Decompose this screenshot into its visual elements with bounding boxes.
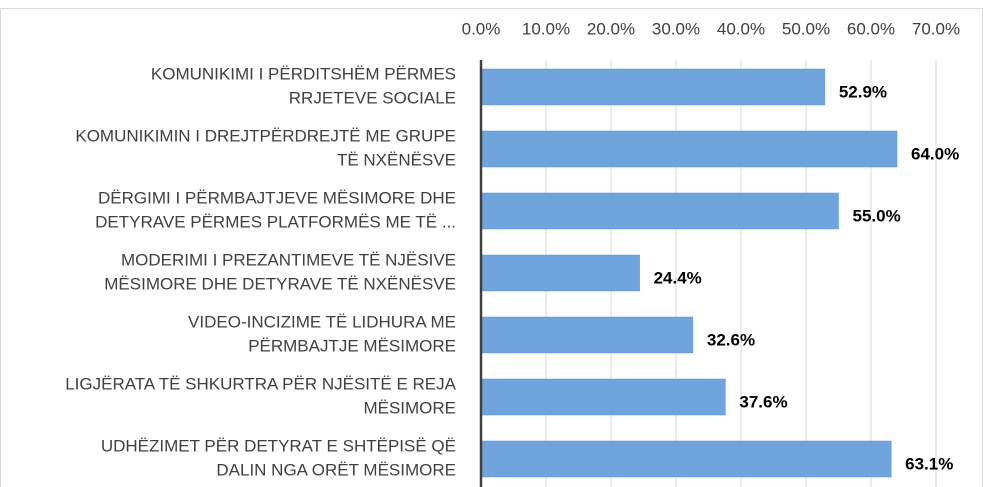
x-tick-label: 30.0% [652,19,700,38]
value-label: 32.6% [707,330,755,349]
category-label: MËSIMORE DHE DETYRAVE TË NXËNËSVE [104,274,456,293]
category-label: VIDEO-INCIZIME TË LIDHURA ME [188,312,456,331]
bar [480,316,694,354]
value-label: 55.0% [853,206,901,225]
value-label: 37.6% [739,392,787,411]
bar [480,378,726,416]
x-tick-label: 20.0% [587,19,635,38]
category-label: LIGJËRATA TË SHKURTRA PËR NJËSITË E REJA [65,374,456,393]
x-tick-label: 40.0% [717,19,765,38]
x-tick-label: 10.0% [522,19,570,38]
bar [480,68,826,106]
bar [480,192,839,230]
value-label: 64.0% [911,144,959,163]
bar [480,130,898,168]
x-tick-label: 60.0% [847,19,895,38]
value-label: 24.4% [654,268,702,287]
bar [480,254,640,292]
category-label: MODERIMI I PREZANTIMEVE TË NJËSIVE [121,250,456,269]
category-label: DETYRAVE PËRMES PLATFORMËS ME TË ... [95,212,456,231]
category-label: MËSIMORE [363,398,456,417]
category-label: DALIN NGA ORËT MËSIMORE [216,460,456,479]
x-tick-label: 70.0% [912,19,960,38]
x-tick-label: 0.0% [462,19,501,38]
value-label: 63.1% [905,454,953,473]
bar [480,440,892,478]
x-tick-label: 50.0% [782,19,830,38]
category-label: DËRGIMI I PËRMBAJTJEVE MËSIMORE DHE [98,188,456,207]
value-label: 52.9% [839,82,887,101]
category-label: KOMUNIKIMI I PËRDITSHËM PËRMES [151,64,456,83]
category-label: UDHËZIMET PËR DETYRAT E SHTËPISË QË [101,436,456,455]
category-label: PËRMBAJTJE MËSIMORE [248,336,456,355]
category-label: TË NXËNËSVE [337,150,456,169]
category-label: RRJETEVE SOCIALE [289,88,456,107]
category-label: KOMUNIKIMIN I DREJTPËRDREJTË ME GRUPE [75,126,456,145]
